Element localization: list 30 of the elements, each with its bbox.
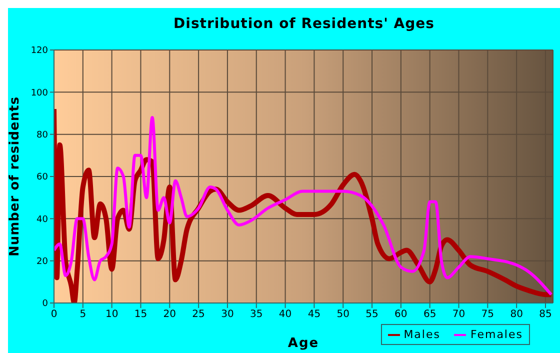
x-tick-label: 45 bbox=[308, 309, 321, 320]
x-tick-label: 75 bbox=[481, 309, 494, 320]
x-tick-label: 55 bbox=[366, 309, 378, 320]
x-tick-label: 40 bbox=[278, 309, 292, 320]
x-tick-label: 85 bbox=[539, 309, 552, 320]
x-tick-label: 5 bbox=[80, 309, 86, 320]
x-axis-title: Age bbox=[288, 336, 320, 351]
x-tick-label: 10 bbox=[105, 309, 118, 320]
x-tick-label: 50 bbox=[336, 309, 350, 320]
x-tick-label: 70 bbox=[452, 309, 466, 320]
x-tick-label: 20 bbox=[163, 309, 176, 320]
y-axis-title: Number of residents bbox=[8, 96, 23, 257]
x-tick-label: 65 bbox=[423, 309, 436, 320]
chart-title: Distribution of Residents' Ages bbox=[172, 16, 436, 32]
x-tick-label: 25 bbox=[192, 309, 205, 320]
legend-label: Females bbox=[469, 328, 523, 341]
y-tick-label: 120 bbox=[30, 46, 48, 56]
y-tick-label: 80 bbox=[36, 130, 48, 141]
legend-label: Males bbox=[402, 328, 440, 341]
y-tick-label: 0 bbox=[42, 299, 48, 310]
x-tick-label: 60 bbox=[394, 309, 408, 320]
x-tick-label: 15 bbox=[134, 309, 148, 320]
x-tick-label: 35 bbox=[250, 309, 263, 320]
y-tick-label: 20 bbox=[36, 257, 48, 268]
y-tick-label: 60 bbox=[36, 172, 48, 183]
x-tick-label: 80 bbox=[510, 309, 523, 320]
y-tick-label: 40 bbox=[36, 214, 48, 225]
x-tick-label: 0 bbox=[50, 309, 58, 320]
x-tick-label: 30 bbox=[221, 309, 234, 320]
y-tick-label: 100 bbox=[30, 88, 48, 98]
